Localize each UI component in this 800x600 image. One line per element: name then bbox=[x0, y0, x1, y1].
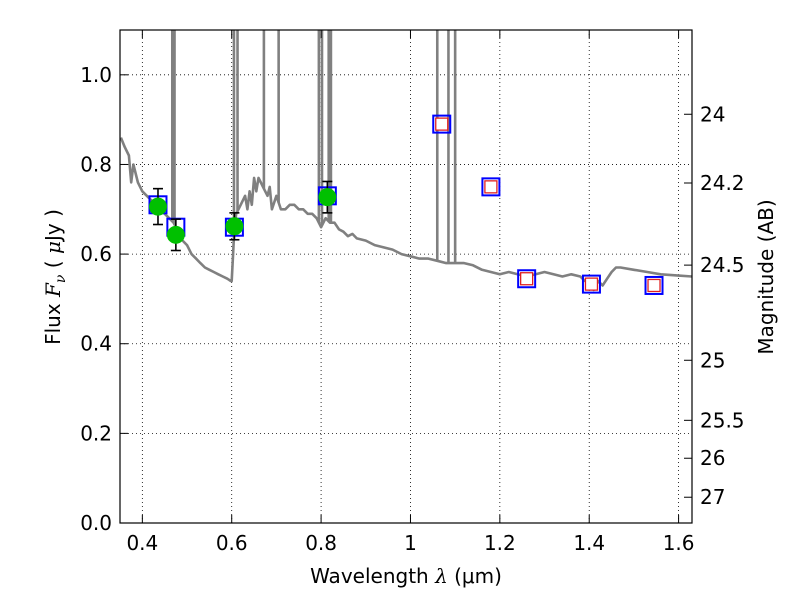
model-bandpass-square bbox=[644, 275, 664, 295]
predicted-flux-square bbox=[647, 278, 661, 293]
plot-area bbox=[120, 30, 692, 295]
model-bandpass-square bbox=[517, 269, 537, 289]
x-tick-label: 1 bbox=[404, 531, 417, 555]
x-axis-label: Wavelength λ (μm) bbox=[310, 564, 502, 588]
right-tick-label: 25.5 bbox=[700, 408, 745, 432]
model-bandpass-square bbox=[481, 177, 501, 197]
x-tick-label: 0.4 bbox=[126, 531, 158, 555]
x-tick-label: 0.6 bbox=[216, 531, 248, 555]
observed-flux-point bbox=[318, 188, 337, 207]
x-tick-label: 1.4 bbox=[573, 531, 605, 555]
x-tick-label: 1.6 bbox=[663, 531, 695, 555]
right-tick-label: 24.5 bbox=[700, 253, 745, 277]
right-tick-label: 27 bbox=[700, 485, 725, 509]
predicted-flux-square bbox=[484, 180, 498, 194]
predicted-flux-square bbox=[435, 117, 449, 131]
right-tick-label: 24 bbox=[700, 102, 725, 126]
x-tick-label: 0.8 bbox=[305, 531, 337, 555]
predicted-flux-square bbox=[584, 277, 599, 291]
y-tick-label: 1.0 bbox=[80, 63, 112, 87]
model-bandpass-square bbox=[432, 114, 452, 134]
right-tick-label: 26 bbox=[700, 446, 725, 470]
y-tick-label: 0.8 bbox=[80, 152, 112, 176]
right-tick-label: 24.2 bbox=[700, 171, 745, 195]
y-tick-label: 0.6 bbox=[80, 242, 112, 266]
model-bandpass-square bbox=[581, 274, 601, 294]
y-tick-label: 0.4 bbox=[80, 332, 112, 356]
predicted-flux-square bbox=[520, 272, 534, 286]
y-tick-label: 0.2 bbox=[80, 421, 112, 445]
model-spectrum-line bbox=[120, 137, 692, 292]
y-axis-label: Flux Fν ( μJy ) bbox=[41, 209, 69, 345]
grid-lines bbox=[120, 30, 692, 524]
right-tick-label: 25 bbox=[700, 348, 725, 372]
y-tick-label: 0.0 bbox=[80, 511, 112, 535]
x-tick-label: 1.2 bbox=[484, 531, 516, 555]
plot-frame bbox=[119, 29, 693, 524]
axis-ticks: 0.4 0.6 0.8 1 1.2 1.4 1.6 0.0 0.2 0.4 0.6 0.8 1.0 24 2… bbox=[80, 30, 745, 555]
observed-flux-point bbox=[225, 217, 244, 236]
observed-flux-point bbox=[148, 197, 167, 216]
right-axis-label: Magnitude (AB) bbox=[754, 199, 778, 354]
observed-flux-point bbox=[166, 225, 185, 244]
